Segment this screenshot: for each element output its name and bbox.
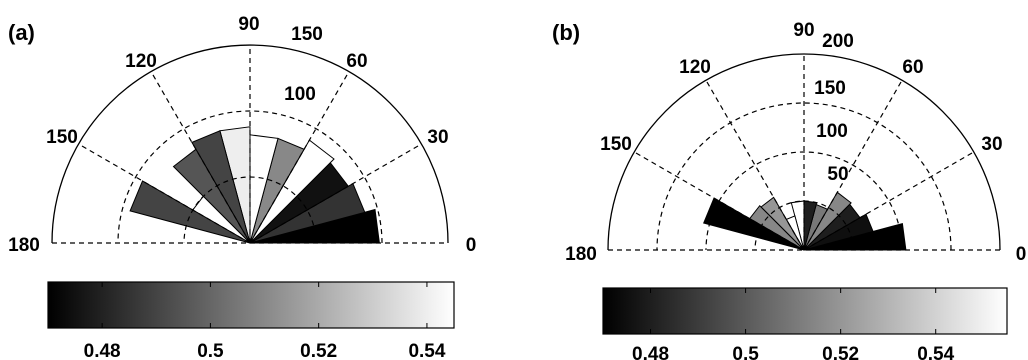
- radial-label-50: 50: [827, 164, 848, 185]
- angle-label-120: 120: [679, 57, 711, 78]
- colorbar-label-0.52: 0.52: [300, 341, 337, 360]
- spoke-30: [803, 151, 975, 251]
- colorbar-label-0.48: 0.48: [84, 341, 121, 360]
- panel-label: (b): [552, 20, 580, 45]
- spoke-120: [705, 79, 805, 251]
- colorbar-label-0.54: 0.54: [917, 344, 954, 360]
- radial-label-100: 100: [284, 84, 316, 105]
- angle-label-90: 90: [793, 20, 814, 41]
- wedge-150-165: [129, 180, 251, 244]
- spoke-150: [78, 143, 251, 244]
- angle-label-120: 120: [125, 51, 157, 72]
- panel-label: (a): [8, 20, 35, 45]
- angle-label-180: 180: [8, 235, 40, 256]
- colorbar-label-0.5: 0.5: [732, 344, 759, 360]
- colorbar-label-0.52: 0.52: [822, 344, 859, 360]
- angle-label-150: 150: [600, 134, 632, 155]
- colorbar-label-0.5: 0.5: [197, 341, 224, 360]
- spoke-150: [633, 151, 805, 251]
- angle-label-60: 60: [902, 57, 923, 78]
- polar-panel-a: (a) 0 30 60 90 120 150 180 100 150 0.48 0.5 0.52 0.54: [8, 14, 476, 360]
- radial-label-150: 150: [291, 24, 323, 45]
- radial-ring-100: [117, 110, 383, 244]
- spoke-120: [150, 71, 251, 244]
- outer-boundary: [607, 53, 1001, 251]
- angle-label-60: 60: [346, 51, 367, 72]
- outer-boundary: [51, 44, 449, 244]
- angle-label-150: 150: [46, 127, 78, 148]
- angle-label-180: 180: [565, 244, 597, 265]
- colorbar-label-0.48: 0.48: [632, 344, 669, 360]
- angle-label-90: 90: [238, 14, 259, 35]
- radial-ring-150: [656, 102, 952, 251]
- polar-panel-b: (b) 0 30 60 90 120 150 180 50 100 150 200 0.48 0.5 0.5…: [552, 20, 1026, 360]
- wedge-150-165: [703, 197, 805, 251]
- angle-label-30: 30: [427, 127, 448, 148]
- spoke-60: [803, 79, 903, 251]
- spoke-30: [249, 143, 422, 244]
- spoke-60: [249, 71, 350, 244]
- angle-label-30: 30: [981, 134, 1002, 155]
- colorbar: [47, 281, 455, 329]
- radial-ring-100: [705, 151, 903, 251]
- radial-label-100: 100: [816, 121, 848, 142]
- colorbar: [602, 287, 1008, 335]
- radial-label-200: 200: [822, 31, 854, 52]
- angle-label-0: 0: [1016, 244, 1027, 265]
- radial-label-150: 150: [814, 78, 846, 99]
- colorbar-label-0.54: 0.54: [408, 341, 445, 360]
- angle-label-0: 0: [466, 235, 477, 256]
